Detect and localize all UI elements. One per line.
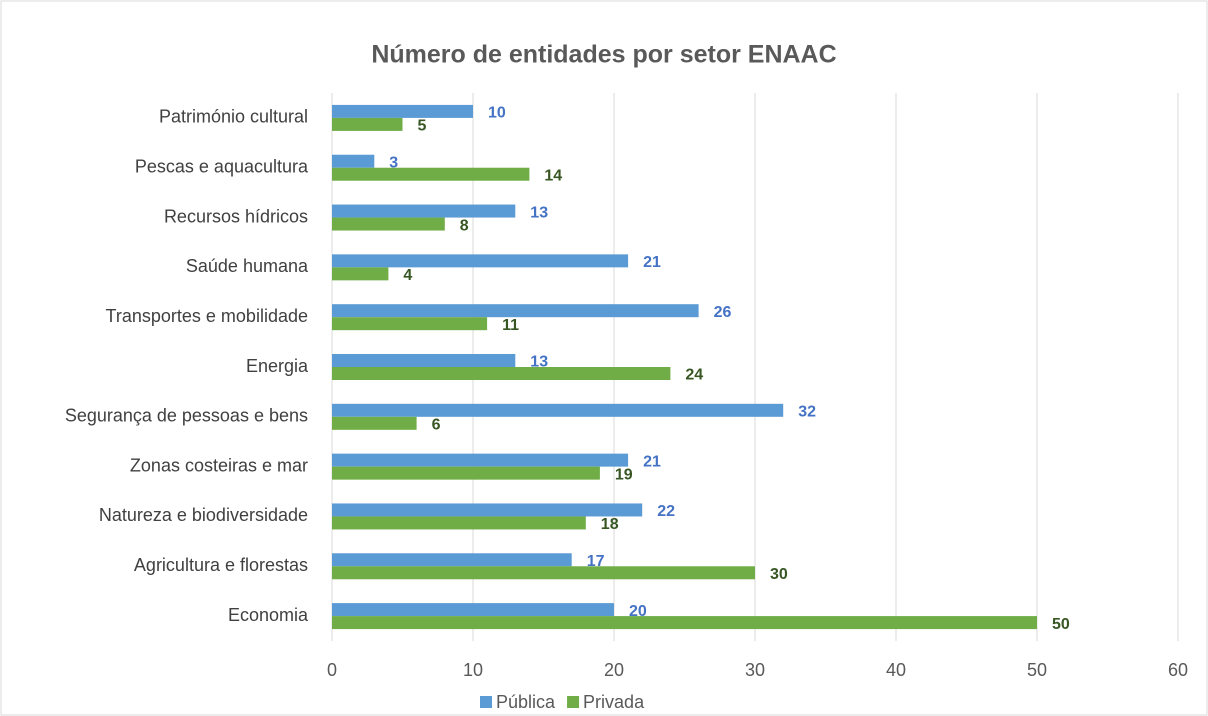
bar	[332, 466, 600, 480]
data-label: 10	[488, 105, 506, 122]
bar	[332, 616, 1037, 630]
data-label: 21	[643, 453, 661, 470]
data-label: 17	[587, 553, 605, 570]
y-tick-label: Energia	[246, 356, 309, 376]
data-label: 21	[643, 254, 661, 271]
x-tick-label: 30	[745, 660, 765, 680]
y-tick-label: Património cultural	[159, 107, 308, 127]
bar	[332, 117, 403, 131]
data-label: 50	[1052, 616, 1070, 633]
bar	[332, 403, 784, 417]
bar	[332, 367, 671, 380]
bar	[332, 217, 445, 231]
data-label: 4	[403, 267, 412, 284]
bar	[332, 154, 375, 168]
bar	[332, 603, 614, 617]
y-tick-label: Transportes e mobilidade	[106, 306, 308, 326]
bar	[332, 553, 572, 567]
bar	[332, 104, 473, 118]
chart-title: Número de entidades por setor ENAAC	[371, 41, 836, 69]
y-tick-label: Saúde humana	[186, 256, 309, 276]
data-label: 30	[770, 566, 788, 583]
bar	[332, 254, 629, 268]
bar	[332, 204, 516, 218]
y-tick-label: Natureza e biodiversidade	[99, 505, 308, 525]
x-tick-label: 40	[886, 660, 906, 680]
data-label: 13	[530, 204, 548, 221]
y-tick-label: Pescas e aquacultura	[135, 156, 309, 176]
bar	[332, 503, 643, 517]
data-label: 8	[460, 217, 469, 234]
data-label: 20	[629, 603, 647, 620]
legend-swatch	[567, 696, 580, 708]
bar	[332, 304, 699, 318]
data-label: 22	[657, 503, 675, 520]
data-label: 24	[685, 367, 703, 384]
data-label: 19	[615, 466, 633, 483]
bar	[332, 317, 488, 331]
data-label: 13	[530, 354, 548, 371]
bar	[332, 167, 530, 181]
legend-swatch	[480, 696, 492, 708]
data-label: 32	[798, 404, 816, 421]
x-tick-label: 20	[604, 660, 624, 680]
data-label: 14	[544, 167, 562, 184]
data-label: 3	[389, 154, 398, 171]
data-label: 18	[601, 516, 619, 533]
bar	[332, 453, 629, 467]
y-tick-label: Economia	[228, 605, 309, 625]
data-label: 11	[502, 317, 519, 334]
y-tick-label: Segurança de pessoas e bens	[65, 406, 308, 426]
y-tick-label: Recursos hídricos	[164, 206, 308, 226]
data-label: 5	[418, 118, 427, 135]
bar	[332, 354, 516, 367]
y-tick-label: Agricultura e florestas	[134, 555, 308, 575]
legend-label: Pública	[496, 692, 556, 712]
y-tick-label: Zonas costeiras e mar	[130, 455, 308, 475]
legend-label: Privada	[583, 692, 645, 712]
x-tick-label: 0	[327, 660, 337, 680]
data-label: 26	[714, 304, 732, 321]
x-tick-label: 50	[1027, 660, 1047, 680]
bar	[332, 416, 417, 430]
x-tick-label: 10	[463, 660, 483, 680]
bar	[332, 566, 755, 580]
data-label: 6	[432, 417, 441, 434]
bar	[332, 516, 586, 530]
bar	[332, 267, 389, 281]
x-tick-label: 60	[1168, 660, 1188, 680]
